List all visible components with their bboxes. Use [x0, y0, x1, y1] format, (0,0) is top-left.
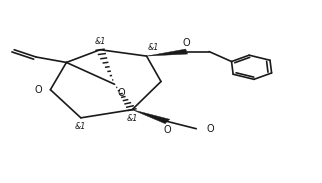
Text: &1: &1 — [94, 37, 106, 46]
Text: O: O — [164, 125, 171, 135]
Polygon shape — [147, 49, 187, 56]
Text: &1: &1 — [147, 43, 159, 52]
Text: &1: &1 — [74, 122, 86, 131]
Polygon shape — [132, 110, 170, 124]
Text: O: O — [35, 85, 43, 95]
Text: O: O — [183, 38, 190, 48]
Text: O: O — [118, 88, 125, 98]
Text: &1: &1 — [127, 114, 138, 123]
Text: O: O — [207, 124, 214, 134]
